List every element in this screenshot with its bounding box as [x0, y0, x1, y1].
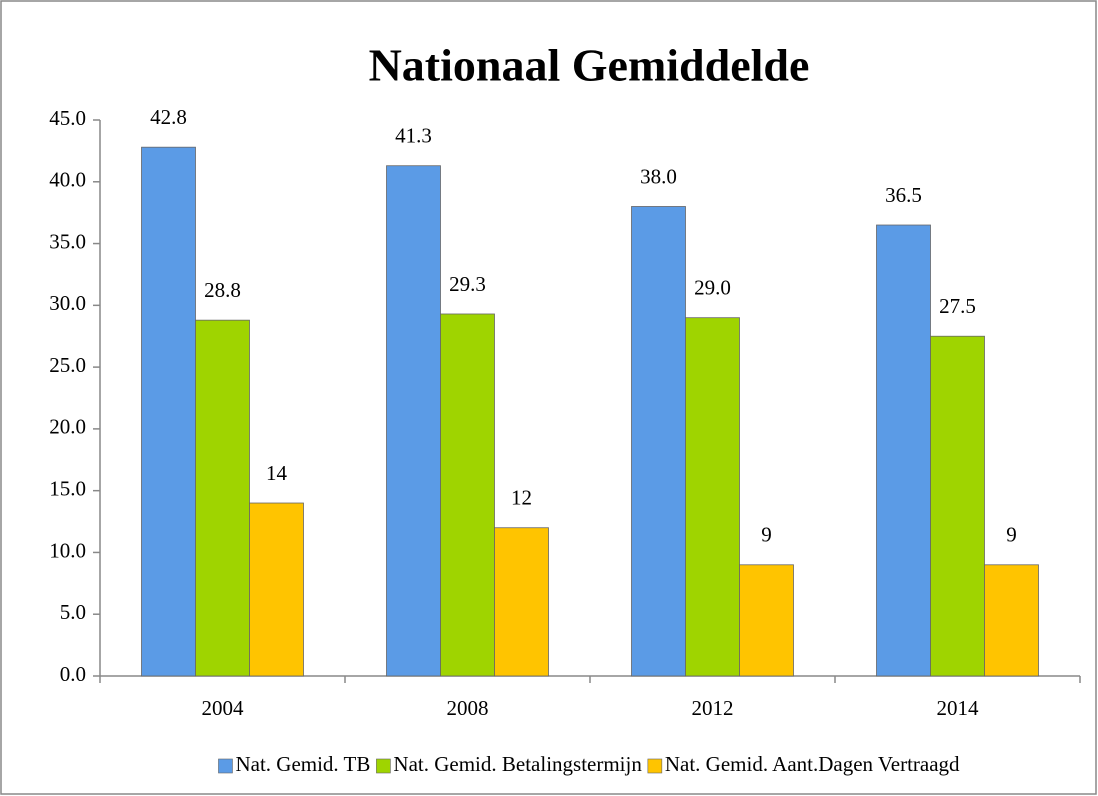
y-tick-label: 45.0: [49, 106, 86, 130]
y-tick-label: 10.0: [49, 538, 86, 562]
value-label: 28.8: [204, 278, 241, 302]
bar: [386, 165, 441, 677]
bar: [494, 527, 549, 677]
value-label: 29.0: [694, 276, 731, 300]
y-tick-label: 40.0: [49, 168, 86, 192]
y-tick-label: 35.0: [49, 229, 86, 253]
value-label: 9: [761, 523, 772, 547]
legend-swatch: [647, 758, 663, 774]
y-tick-label: 0.0: [60, 662, 86, 686]
x-tick-label: 2004: [202, 696, 245, 720]
value-label: 38.0: [640, 164, 677, 188]
x-tick-label: 2008: [447, 696, 489, 720]
chart-title: Nationaal Gemiddelde: [369, 40, 810, 91]
bar: [930, 335, 985, 677]
bar: [195, 319, 250, 677]
bar: [440, 313, 495, 677]
legend-swatch: [376, 758, 391, 774]
bar: [984, 564, 1039, 677]
bar: [631, 206, 686, 677]
x-tick-label: 2014: [937, 696, 980, 720]
bar: [876, 224, 931, 677]
value-label: 12: [511, 486, 532, 510]
legend-label: Nat. Gemid. Aant.Dagen Vertraagd: [665, 752, 960, 776]
y-tick-label: 30.0: [49, 291, 86, 315]
y-tick-label: 5.0: [60, 600, 86, 624]
value-label: 29.3: [449, 272, 486, 296]
value-label: 14: [266, 461, 288, 485]
value-label: 27.5: [939, 294, 976, 318]
x-tick-label: 2012: [692, 696, 734, 720]
y-tick-label: 15.0: [49, 476, 86, 500]
legend-label: Nat. Gemid. TB: [235, 752, 370, 776]
value-label: 9: [1006, 523, 1017, 547]
value-label: 42.8: [150, 105, 187, 129]
y-tick-label: 25.0: [49, 353, 86, 377]
value-label: 41.3: [395, 124, 432, 148]
legend-swatch: [218, 758, 233, 774]
bar: [141, 146, 196, 677]
y-tick-label: 20.0: [49, 415, 86, 439]
bar: [249, 502, 304, 677]
bar: [739, 564, 794, 677]
legend: Nat. Gemid. TB Nat. Gemid. Betalingstermi…: [218, 752, 960, 776]
legend-label: Nat. Gemid. Betalingstermijn: [393, 752, 642, 776]
bar: [685, 317, 740, 677]
value-label: 36.5: [885, 183, 922, 207]
